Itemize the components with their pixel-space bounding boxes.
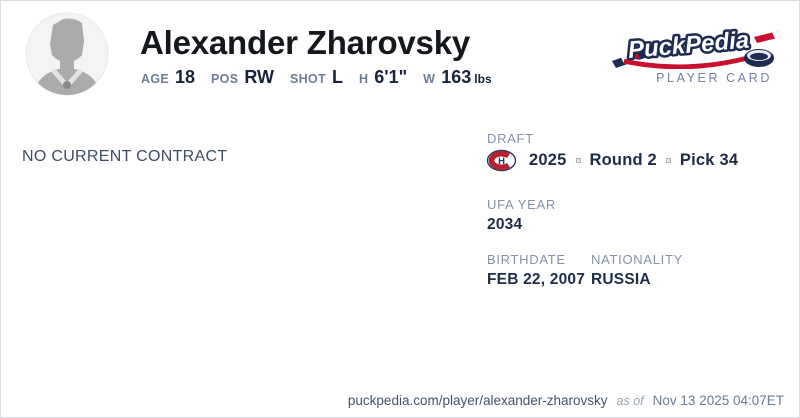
as-of-label: as of bbox=[616, 394, 644, 408]
separator-icon bbox=[575, 158, 581, 163]
ufa-year-label: UFA YEAR bbox=[487, 197, 556, 212]
mtl-monogram: H bbox=[498, 156, 505, 167]
footer: puckpedia.com/player/alexander-zharovsky… bbox=[348, 393, 784, 408]
stat-pos-value: RW bbox=[244, 67, 275, 87]
avatar-placeholder-icon bbox=[25, 12, 109, 96]
stat-weight-label: W bbox=[423, 72, 436, 86]
stat-shot-value: L bbox=[331, 67, 343, 87]
birthdate-label: BIRTHDATE bbox=[487, 252, 566, 267]
stat-age-label: AGE bbox=[141, 72, 169, 86]
stat-weight-unit: lbs bbox=[474, 72, 492, 86]
nationality-label: NATIONALITY bbox=[591, 252, 683, 267]
separator-icon bbox=[665, 158, 671, 163]
draft-pick: Pick 34 bbox=[679, 151, 739, 169]
stat-weight-value: 163 bbox=[441, 67, 472, 87]
stat-shot-label: SHOT bbox=[290, 72, 326, 86]
puckpedia-logo: PuckPedia PuckPedia bbox=[608, 21, 786, 70]
player-avatar bbox=[25, 12, 109, 96]
stat-height-value: 6'1" bbox=[374, 67, 408, 87]
draft-label: DRAFT bbox=[487, 131, 534, 146]
stat-pos: POS RW bbox=[211, 67, 274, 88]
ufa-year-value: 2034 bbox=[487, 216, 523, 233]
stat-shot: SHOT L bbox=[290, 67, 343, 88]
stat-weight: W 163 lbs bbox=[423, 67, 492, 88]
player-page-url: puckpedia.com/player/alexander-zharovsky bbox=[347, 393, 608, 408]
nationality-value: RUSSIA bbox=[591, 271, 651, 288]
draft-row: H 2025 Round 2 Pick 34 bbox=[486, 149, 738, 172]
page-title: Alexander Zharovsky bbox=[140, 24, 471, 61]
details-panel: DRAFT H 2025 Round 2 Pick 34 UFA YEAR 20… bbox=[486, 131, 791, 301]
draft-round: Round 2 bbox=[589, 151, 657, 169]
player-card-tagline: PLAYER CARD bbox=[656, 71, 772, 85]
snapshot-timestamp: Nov 13 2025 04:07ET bbox=[652, 393, 784, 408]
draft-year: 2025 bbox=[529, 151, 567, 169]
contract-status: NO CURRENT CONTRACT bbox=[22, 148, 228, 165]
stat-age: AGE 18 bbox=[141, 67, 195, 88]
montreal-canadiens-logo: H bbox=[486, 149, 517, 172]
birthdate-value: FEB 22, 2007 bbox=[487, 271, 586, 288]
stat-pos-label: POS bbox=[211, 72, 239, 86]
stat-height: H 6'1" bbox=[359, 67, 407, 88]
stat-age-value: 18 bbox=[175, 67, 196, 87]
puckpedia-logo-icon: PuckPedia PuckPedia bbox=[612, 24, 781, 70]
stat-height-label: H bbox=[358, 72, 369, 86]
player-stats-row: AGE 18 POS RW SHOT L H 6'1" W 163 lbs bbox=[141, 67, 492, 88]
